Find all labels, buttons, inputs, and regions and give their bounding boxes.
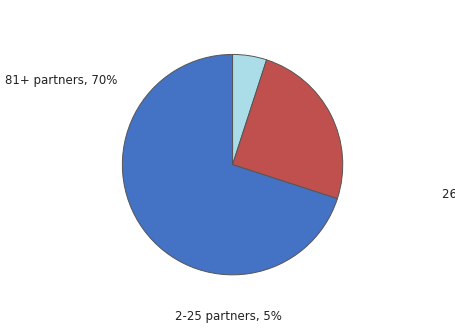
Text: 2-25 partners, 5%: 2-25 partners, 5%	[174, 309, 281, 323]
Wedge shape	[232, 60, 342, 199]
Text: 81+ partners, 70%: 81+ partners, 70%	[5, 74, 116, 87]
Wedge shape	[122, 54, 337, 275]
Text: 26-80 partners, 25%: 26-80 partners, 25%	[441, 188, 455, 201]
Wedge shape	[232, 54, 266, 165]
